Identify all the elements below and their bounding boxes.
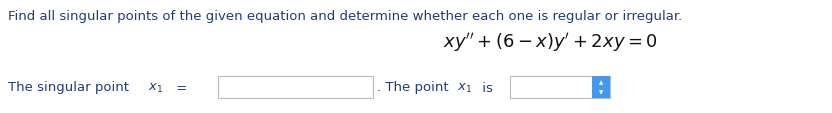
Text: Find all singular points of the given equation and determine whether each one is: Find all singular points of the given eq…	[8, 10, 682, 23]
Text: $x_1$: $x_1$	[148, 81, 163, 94]
FancyBboxPatch shape	[510, 76, 610, 98]
Text: . The point: . The point	[377, 81, 453, 94]
Text: ▼: ▼	[599, 90, 603, 95]
Text: is: is	[478, 81, 493, 94]
Text: $xy^{\prime\prime} + (6-x)y^{\prime} + 2xy = 0$: $xy^{\prime\prime} + (6-x)y^{\prime} + 2…	[443, 30, 657, 53]
FancyBboxPatch shape	[218, 76, 373, 98]
Text: =: =	[172, 81, 187, 94]
Text: The singular point: The singular point	[8, 81, 133, 94]
Text: ▲: ▲	[599, 80, 603, 85]
FancyBboxPatch shape	[592, 76, 610, 98]
Text: $x_1$: $x_1$	[457, 81, 473, 94]
